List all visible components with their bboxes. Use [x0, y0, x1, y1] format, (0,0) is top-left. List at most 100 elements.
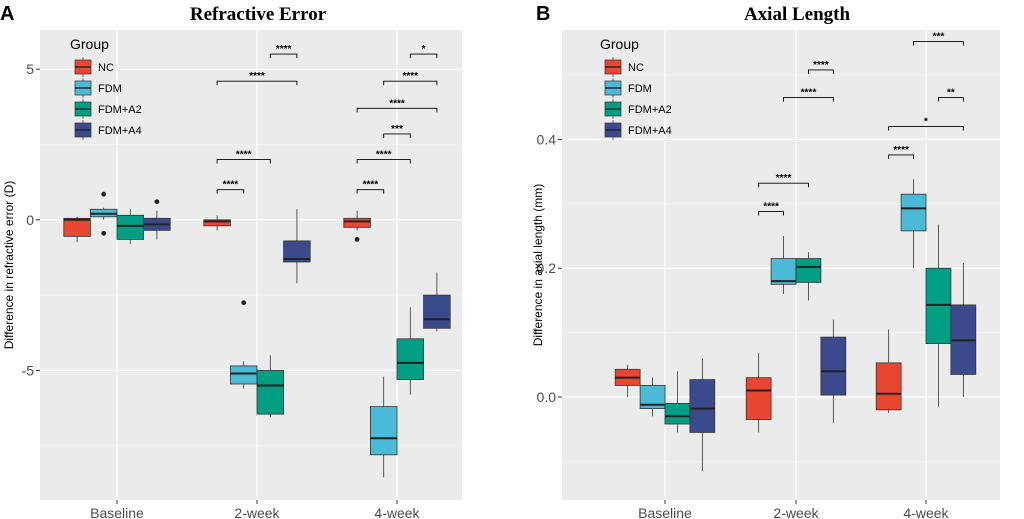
legend-title: Group	[600, 36, 639, 52]
significance-label: ****	[249, 71, 265, 82]
y-axis-label: Difference in axial length (mm)	[531, 184, 545, 347]
significance-bracket: ***	[913, 32, 964, 46]
box-iqr	[116, 214, 145, 240]
bracket-line	[937, 97, 964, 102]
significance-bracket: ****	[383, 71, 438, 86]
box-4-week-fdm	[900, 179, 927, 269]
significance-bracket: ****	[783, 88, 834, 102]
box-4-week-fdm-a2	[396, 307, 425, 395]
significance-bracket: ****	[356, 180, 385, 194]
bracket-line	[758, 182, 809, 188]
significance-bracket: ****	[356, 150, 411, 164]
box-iqr	[369, 406, 398, 456]
bracket-line	[356, 189, 385, 194]
box-iqr	[664, 403, 691, 425]
box-4-week-nc	[875, 329, 902, 414]
box-iqr	[875, 362, 902, 411]
box-2-week-fdm-a2	[256, 355, 285, 418]
significance-label: ****	[389, 98, 405, 109]
legend: Group NC FDM FDM+A2 FDM+A4	[70, 36, 142, 140]
bracket-line	[356, 159, 411, 164]
box-iqr	[689, 379, 716, 433]
outlier-point	[241, 300, 247, 306]
significance-label: ****	[893, 145, 909, 156]
box-iqr	[256, 370, 285, 415]
box-baseline-fdm-a2	[116, 209, 145, 244]
significance-label: ****	[363, 180, 379, 191]
legend-label: FDM+A2	[98, 104, 142, 116]
legend-key-fdm-a2: FDM+A2	[604, 99, 672, 119]
y-tick-label: 0.4	[537, 131, 557, 147]
significance-bracket: ****	[216, 150, 271, 164]
box-baseline-nc	[614, 364, 641, 397]
legend-key-fdm: FDM	[604, 78, 652, 98]
x-tick-label: 2-week	[234, 505, 280, 519]
y-tick-label: 0.2	[537, 260, 557, 276]
box-2-week-nc	[203, 215, 231, 231]
legend-key-nc: NC	[604, 57, 644, 77]
significance-label: ****	[276, 44, 292, 55]
box-4-week-fdm-a4	[950, 263, 977, 397]
legend-key-nc: NC	[74, 57, 114, 77]
legend-label: FDM+A4	[628, 125, 672, 137]
bracket-line	[888, 126, 964, 131]
significance-label: ****	[376, 150, 392, 161]
chart-title: Axial Length	[744, 4, 851, 25]
bracket-line	[269, 53, 298, 59]
significance-bracket: ****	[758, 202, 785, 216]
legend-label: FDM+A2	[628, 104, 672, 116]
significance-label: *	[422, 44, 426, 55]
box-4-week-fdm-a4	[423, 272, 451, 332]
significance-label: *	[924, 117, 928, 128]
chart-panel-refractive-error: ************************************-505…	[0, 3, 462, 519]
box-2-week-fdm-a4	[283, 209, 311, 284]
bracket-line	[888, 154, 915, 159]
legend-label: FDM	[98, 83, 122, 95]
significance-bracket: ****	[758, 173, 809, 188]
outlier-point	[101, 230, 107, 236]
bracket-line	[216, 80, 298, 86]
bracket-line	[383, 133, 411, 138]
x-tick-label: 4-week	[903, 505, 949, 519]
significance-label: **	[947, 88, 955, 99]
box-baseline-fdm	[639, 377, 666, 417]
box-iqr	[63, 217, 91, 237]
legend-label: NC	[628, 62, 644, 74]
outlier-point	[354, 236, 360, 242]
significance-bracket: *	[409, 44, 438, 59]
significance-bracket: ****	[356, 98, 438, 113]
box-iqr	[396, 338, 425, 380]
significance-label: ****	[776, 173, 792, 184]
bracket-line	[383, 80, 438, 86]
bracket-line	[409, 53, 438, 59]
significance-label: ***	[391, 124, 403, 135]
box-iqr	[423, 294, 451, 329]
box-baseline-fdm-a2	[664, 371, 691, 433]
y-tick-label: 0.0	[537, 389, 557, 405]
box-iqr	[283, 240, 311, 263]
significance-bracket: ****	[807, 60, 834, 74]
bracket-line	[216, 159, 271, 164]
bracket-line	[758, 211, 785, 216]
box-4-week-nc	[343, 210, 371, 242]
bracket-line	[913, 41, 964, 46]
legend-label: NC	[98, 62, 114, 74]
box-baseline-fdm-a4	[143, 199, 171, 240]
x-tick-label: 4-week	[374, 505, 420, 519]
bracket-line	[216, 189, 245, 194]
significance-label: ****	[223, 180, 239, 191]
box-2-week-fdm-a2	[795, 252, 822, 301]
significance-bracket: ****	[269, 44, 298, 59]
significance-label: ****	[801, 88, 817, 99]
box-baseline-fdm	[90, 191, 118, 236]
box-iqr	[900, 193, 927, 232]
significance-bracket: ****	[216, 180, 245, 194]
x-tick-label: Baseline	[90, 505, 144, 519]
chart-panel-axial-length: **************************0.00.20.4Basel…	[531, 3, 1000, 519]
legend-key-fdm-a4: FDM+A4	[74, 120, 142, 140]
box-iqr	[795, 258, 822, 283]
x-tick-label: Baseline	[638, 505, 692, 519]
box-2-week-fdm-a4	[820, 319, 847, 423]
box-iqr	[343, 217, 371, 228]
legend-key-fdm-a2: FDM+A2	[74, 99, 142, 119]
